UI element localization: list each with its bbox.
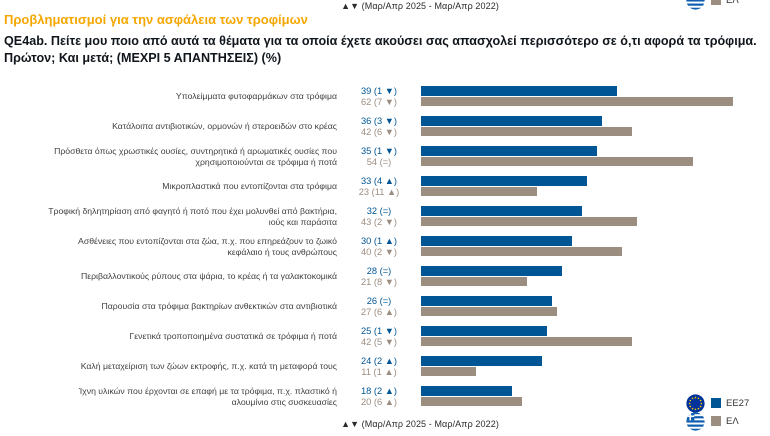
chart-row: Γενετικά τροποποιημένα συστατικά σε τρόφ… <box>0 326 770 356</box>
bar-eu27 <box>421 236 572 246</box>
bar-el <box>421 306 557 317</box>
trend-note-bottom: ▲▼ (Μαρ/Απρ 2025 - Μαρ/Απρ 2022) <box>341 419 499 429</box>
bar-el <box>421 186 537 197</box>
bar-el <box>421 336 633 347</box>
bar-eu27 <box>421 206 582 216</box>
value-el: 54 (=) <box>366 156 392 167</box>
chart-row: Τροφική δηλητηρίαση από φαγητό ή ποτό πο… <box>0 206 770 236</box>
greece-flag-icon <box>686 411 705 431</box>
value-eu27: 28 (=) <box>366 266 392 276</box>
chart-row: Περιβαλλοντικούς ρύπους στα ψάρια, το κρ… <box>0 266 770 296</box>
eu-flag-icon <box>686 393 705 413</box>
legend-label-el: ΕΛ <box>726 415 739 427</box>
value-el: 62 (7 ▼) <box>360 96 398 107</box>
category-label: Γενετικά τροποποιημένα συστατικά σε τρόφ… <box>129 331 337 342</box>
chart-row: Πρόσθετα όπως χρωστικές ουσίες, συντηρητ… <box>0 146 770 176</box>
legend-row-el: ΕΛ <box>686 0 739 10</box>
value-el: 23 (11 ▲) <box>358 186 400 197</box>
legend: EE27 ΕΛ <box>686 393 750 431</box>
value-eu27: 30 (1 ▲) <box>360 236 398 246</box>
category-label: Παρουσία στα τρόφιμα βακτηρίων ανθεκτικώ… <box>101 301 337 312</box>
value-el: 42 (5 ▼) <box>360 336 398 347</box>
chart-row: Καλή μεταχείριση των ζώων εκτροφής, π.χ.… <box>0 356 770 386</box>
value-el: 20 (6 ▲) <box>360 396 398 407</box>
section-heading: Προβληματισμοί για την ασφάλεια των τροφ… <box>4 12 308 27</box>
bar-eu27 <box>421 296 552 306</box>
legend-label-eu27: EE27 <box>726 397 750 409</box>
legend-swatch-eu27 <box>711 398 721 408</box>
category-label: Περιβαλλοντικούς ρύπους στα ψάρια, το κρ… <box>80 271 337 282</box>
legend-label-el: ΕΛ <box>726 0 739 6</box>
legend-row-eu27: EE27 <box>686 393 750 413</box>
value-el: 21 (8 ▼) <box>360 276 398 287</box>
bar-eu27 <box>421 116 603 126</box>
value-eu27: 32 (=) <box>366 206 392 216</box>
bar-el <box>421 246 623 257</box>
chart-row: Μικροπλαστικά που εντοπίζονται στα τρόφι… <box>0 176 770 206</box>
legend-top-clipped: ΕΛ <box>686 0 739 10</box>
question-title: QE4ab. Πείτε μου ποιο από αυτά τα θέματα… <box>4 34 757 65</box>
category-label: Ίχνη υλικών που έρχονται σε επαφή με τα … <box>78 386 337 407</box>
category-label: Ασθένειες που εντοπίζονται στα ζώα, π.χ.… <box>78 236 337 257</box>
bar-el <box>421 96 733 107</box>
value-eu27: 39 (1 ▼) <box>360 86 398 96</box>
chart-row: Παρουσία στα τρόφιμα βακτηρίων ανθεκτικώ… <box>0 296 770 326</box>
chart-row: Ίχνη υλικών που έρχονται σε επαφή με τα … <box>0 386 770 416</box>
chart-row: Υπολείμματα φυτοφαρμάκων στα τρόφιμα 39 … <box>0 86 770 116</box>
value-el: 42 (6 ▼) <box>360 126 398 137</box>
value-eu27: 26 (=) <box>366 296 392 306</box>
value-el: 43 (2 ▼) <box>360 216 398 227</box>
bar-el <box>421 366 477 377</box>
value-eu27: 25 (1 ▼) <box>360 326 398 336</box>
bar-el <box>421 216 638 227</box>
bar-el <box>421 396 522 407</box>
trend-note-top: ▲▼ (Μαρ/Απρ 2025 - Μαρ/Απρ 2022) <box>341 1 499 11</box>
category-label: Υπολείμματα φυτοφαρμάκων στα τρόφιμα <box>175 91 337 102</box>
value-el: 11 (1 ▲) <box>361 366 397 377</box>
category-label: Τροφική δηλητηρίαση από φαγητό ή ποτό πο… <box>48 206 337 227</box>
category-label: Κατάλοιπα αντιβιοτικών, ορμονών ή στεροε… <box>112 121 337 132</box>
bar-eu27 <box>421 86 618 96</box>
bar-eu27 <box>421 146 598 156</box>
bar-eu27 <box>421 356 542 366</box>
legend-swatch-el <box>711 416 721 426</box>
bar-eu27 <box>421 386 512 396</box>
bar-eu27 <box>421 176 587 186</box>
legend-swatch-el <box>711 0 721 5</box>
legend-row-el: ΕΛ <box>686 411 749 431</box>
value-eu27: 24 (2 ▲) <box>360 356 398 366</box>
category-label: Καλή μεταχείριση των ζώων εκτροφής, π.χ.… <box>80 361 337 372</box>
value-eu27: 36 (3 ▼) <box>360 116 398 126</box>
bar-el <box>421 126 633 137</box>
value-el: 40 (2 ▼) <box>360 246 398 257</box>
bar-el <box>421 276 527 287</box>
value-eu27: 35 (1 ▼) <box>360 146 398 156</box>
chart-row: Κατάλοιπα αντιβιοτικών, ορμονών ή στεροε… <box>0 116 770 146</box>
bar-el <box>421 156 693 167</box>
category-label: Μικροπλαστικά που εντοπίζονται στα τρόφι… <box>162 181 337 192</box>
category-label: Πρόσθετα όπως χρωστικές ουσίες, συντηρητ… <box>54 146 337 167</box>
bar-eu27 <box>421 266 562 276</box>
bar-chart: Υπολείμματα φυτοφαρμάκων στα τρόφιμα 39 … <box>0 86 770 416</box>
value-eu27: 33 (4 ▲) <box>360 176 398 186</box>
value-el: 27 (6 ▲) <box>360 306 398 317</box>
bar-eu27 <box>421 326 547 336</box>
greece-flag-icon <box>686 0 705 10</box>
chart-row: Ασθένειες που εντοπίζονται στα ζώα, π.χ.… <box>0 236 770 266</box>
value-eu27: 18 (2 ▲) <box>360 386 398 396</box>
